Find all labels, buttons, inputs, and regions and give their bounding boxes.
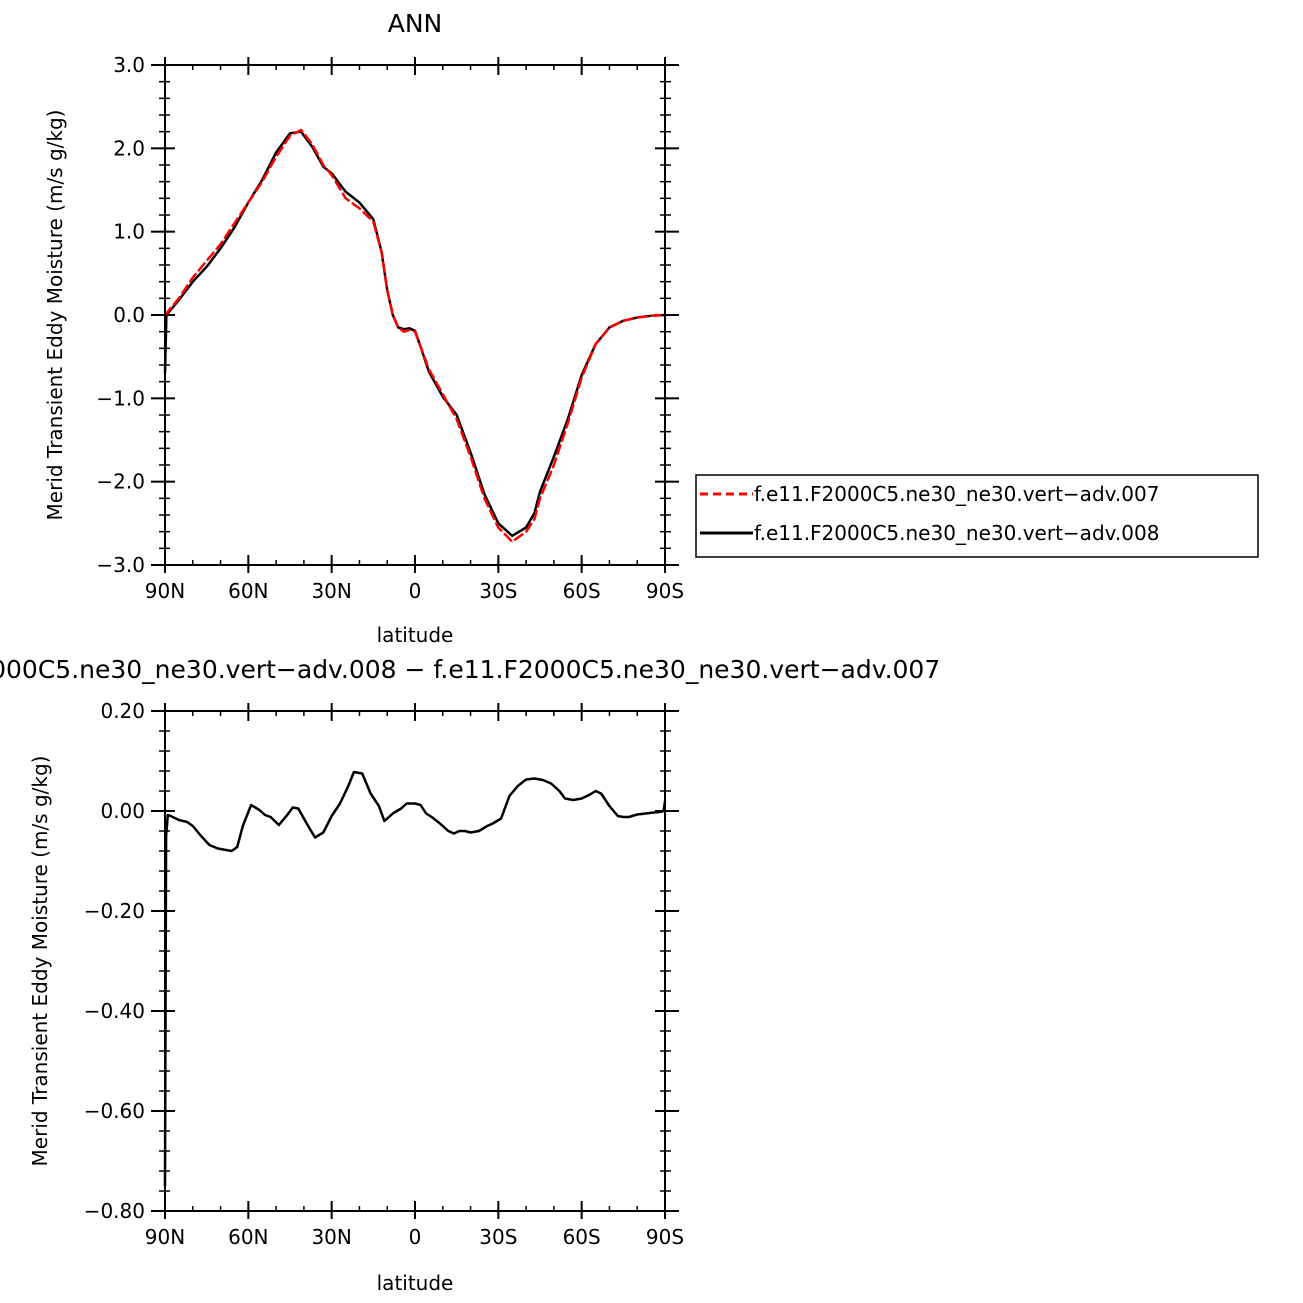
top-y-axis-title: Merid Transient Eddy Moisture (m/s g/kg) [43, 110, 67, 521]
top-series-group [163, 128, 667, 543]
bottom-plot-frame [164, 710, 666, 1212]
y-tick-label: 1.0 [113, 220, 145, 244]
top-plot-frame [164, 64, 666, 566]
y-tick-label: 2.0 [113, 136, 145, 160]
top-legend: f.e11.F2000C5.ne30_ne30.vert−adv.007 f.e… [695, 474, 1259, 558]
bottom-plot-title: f.e11.F2000C5.ne30_ne30.vert−adv.008 − f… [0, 655, 940, 684]
series-line-1 [163, 770, 667, 1188]
y-tick-label: −3.0 [96, 553, 145, 577]
x-tick-label: 60N [228, 1225, 268, 1249]
y-tick-label: 0.0 [113, 303, 145, 327]
x-tick-label: 90S [646, 1225, 684, 1249]
legend-box [695, 474, 1259, 558]
y-tick-label: 3.0 [113, 53, 145, 77]
x-tick-label: 60S [563, 1225, 601, 1249]
y-tick-label: −0.60 [84, 1099, 145, 1123]
x-tick-label: 90S [646, 579, 684, 603]
top-x-axis-title: latitude [377, 623, 454, 647]
bottom-y-axis-title: Merid Transient Eddy Moisture (m/s g/kg) [28, 756, 52, 1167]
series-line-1 [163, 128, 667, 543]
top-y-ticks: 3.0 2.0 1.0 0.0 −1.0 −2.0 −3.0 [96, 53, 679, 577]
bottom-y-ticks: 0.20 0.00 −0.20 −0.40 −0.60 −0.80 [84, 699, 679, 1223]
y-tick-label: −0.80 [84, 1199, 145, 1223]
bottom-y-minor-ticks [159, 710, 671, 1212]
y-tick-label: −0.20 [84, 899, 145, 923]
bottom-panel: f.e11.F2000C5.ne30_ne30.vert−adv.008 − f… [0, 655, 940, 1295]
x-tick-label: 30S [479, 1225, 517, 1249]
x-tick-label: 0 [409, 579, 422, 603]
y-tick-label: −1.0 [96, 386, 145, 410]
bottom-x-axis-title: latitude [377, 1271, 454, 1295]
top-plot-title: ANN [388, 9, 443, 38]
x-tick-label: 60N [228, 579, 268, 603]
bottom-series-group [163, 770, 667, 1188]
bottom-x-ticks: 90N 60N 30N 0 30S 60S 90S [145, 703, 684, 1249]
x-tick-label: 60S [563, 579, 601, 603]
y-tick-label: 0.20 [100, 699, 145, 723]
y-tick-label: −2.0 [96, 470, 145, 494]
top-y-minor-ticks [159, 64, 671, 566]
x-tick-label: 90N [145, 579, 185, 603]
y-tick-label: −0.40 [84, 999, 145, 1023]
x-tick-label: 30N [311, 579, 351, 603]
legend-label-007: f.e11.F2000C5.ne30_ne30.vert−adv.007 [754, 482, 1159, 506]
y-tick-label: 0.00 [100, 799, 145, 823]
x-tick-label: 30S [479, 579, 517, 603]
x-tick-label: 30N [311, 1225, 351, 1249]
x-tick-label: 0 [409, 1225, 422, 1249]
x-tick-label: 90N [145, 1225, 185, 1249]
legend-label-008: f.e11.F2000C5.ne30_ne30.vert−adv.008 [754, 521, 1159, 545]
top-panel: ANN 90N 60N 30N 0 30S 60S 90S 3.0 2.0 1.0 0.0 −1.0… [43, 9, 1259, 647]
